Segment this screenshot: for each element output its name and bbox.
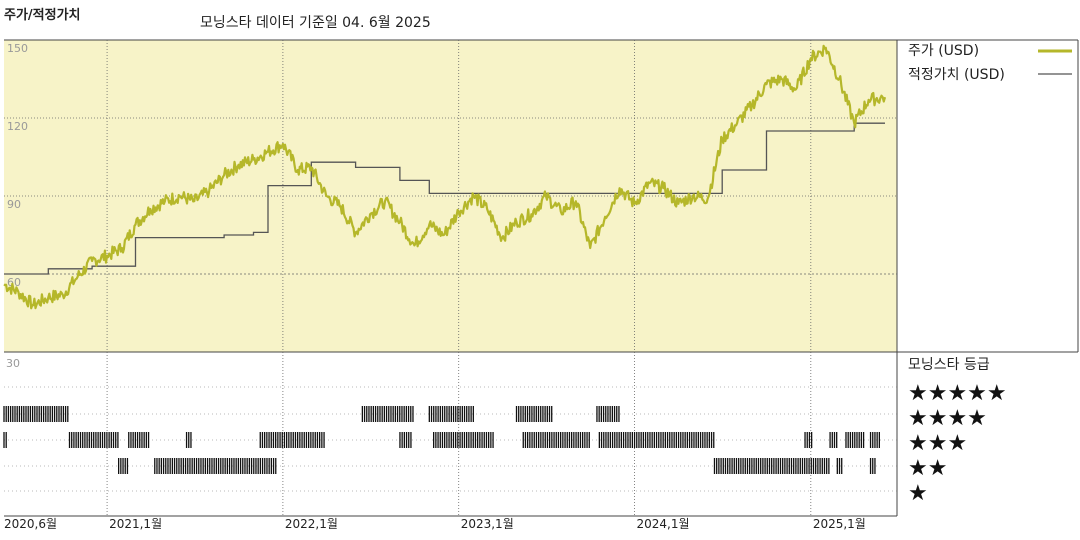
rating-period-bar — [522, 432, 590, 448]
x-tick-label: 2025,1월 — [813, 517, 866, 531]
rating-period-bar — [845, 432, 865, 448]
fair-value-line — [4, 122, 885, 275]
x-tick-label: 2022,1월 — [285, 517, 338, 531]
series-lines — [3, 44, 887, 310]
rating-period-bar — [804, 432, 813, 448]
rating-period-bar — [836, 458, 843, 474]
rating-panel-title: 모닝스타 등급 — [908, 357, 990, 373]
y-tick-label: 90 — [7, 198, 21, 211]
rating-period-bar — [399, 432, 412, 448]
y-tick-label: 150 — [7, 42, 28, 55]
rating-row-1-star: ★ — [908, 481, 928, 506]
x-tick-label: 2021,1월 — [109, 517, 162, 531]
x-tick-label: 2023,1월 — [461, 517, 514, 531]
rating-period-bar — [128, 432, 150, 448]
rating-period-bar — [713, 458, 830, 474]
rating-legend: 모닝스타 등급 ★★★★★ ★★★★ ★★★ ★★ ★ — [908, 357, 1007, 506]
rating-period-bar — [869, 432, 880, 448]
legend-fair-value-label: 적정가치 (USD) — [908, 67, 1005, 83]
rating-period-bar — [3, 406, 69, 422]
rating-period-bar — [596, 406, 620, 422]
rating-row-2-stars: ★★ — [908, 456, 947, 481]
x-tick-label: 2024,1월 — [637, 517, 690, 531]
rating-period-bar — [433, 432, 494, 448]
rating-period-bar — [185, 432, 192, 448]
legend: 주가 (USD) 적정가치 (USD) — [908, 43, 1072, 83]
rating-row-5-stars: ★★★★★ — [908, 381, 1007, 406]
rating-row-4-stars: ★★★★ — [908, 406, 987, 431]
y-tick-label: 120 — [7, 120, 28, 133]
rating-period-bar — [3, 432, 7, 448]
rating-grid — [4, 386, 897, 492]
y-axis-labels: 150 120 90 60 — [7, 42, 28, 289]
rating-period-bar — [869, 458, 876, 474]
chart-frame — [4, 39, 1079, 517]
rating-period-bar — [68, 432, 119, 448]
price-line — [3, 44, 887, 310]
legend-price-label: 주가 (USD) — [908, 43, 979, 59]
x-axis-labels: 2020,6월 2021,1월 2022,1월 2023,1월 2024,1월 2025,… — [4, 517, 866, 531]
rating-row-3-stars: ★★★ — [908, 431, 967, 456]
y-tick-label: 60 — [7, 276, 21, 289]
chart-title: 주가/적정가치 — [4, 7, 81, 23]
rating-period-bar — [259, 432, 325, 448]
rating-axis-label: 30 — [6, 357, 20, 370]
rating-bars — [3, 406, 880, 474]
rating-period-bar — [154, 458, 277, 474]
x-tick-label: 2020,6월 — [4, 517, 57, 531]
rating-period-bar — [117, 458, 129, 474]
rating-period-bar — [598, 432, 715, 448]
rating-period-bar — [829, 432, 838, 448]
data-source-date: 모닝스타 데이터 기준일 04. 6월 2025 — [200, 15, 431, 31]
rating-period-bar — [361, 406, 414, 422]
rating-period-bar — [515, 406, 553, 422]
rating-period-bar — [428, 406, 474, 422]
